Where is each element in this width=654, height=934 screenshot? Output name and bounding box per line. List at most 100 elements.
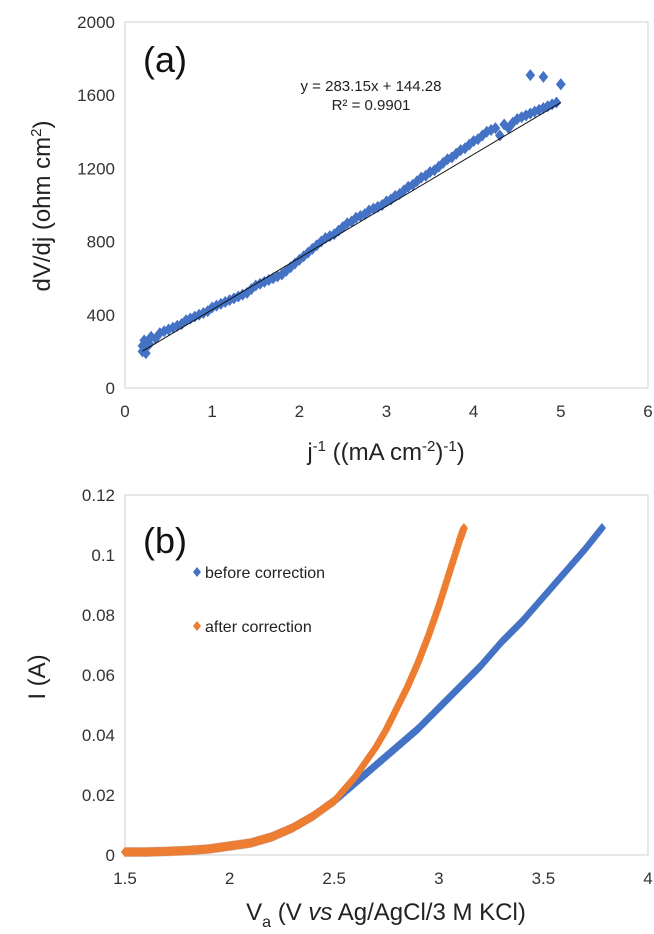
y-tick-labels-a: 0 400 800 1200 1600 2000	[77, 13, 115, 398]
data-point	[512, 112, 523, 125]
x-tick-labels-b: 1.5 2 2.5 3 3.5 4	[113, 869, 653, 888]
data-point	[311, 239, 322, 252]
x-tick-label: 4	[643, 869, 652, 888]
y-axis-label-a-sup: 2	[28, 128, 45, 136]
legend-label-after: after correction	[205, 619, 312, 636]
y-tick-label: 0.04	[82, 726, 115, 745]
x-tick-label: 2	[295, 402, 304, 421]
r-squared-text: R² = 0.9901	[332, 97, 411, 114]
data-point	[407, 178, 418, 191]
data-point	[495, 129, 505, 142]
x-axis-label-a: j-1 ((mA cm-2)-1)	[306, 438, 464, 466]
x-tick-label: 1.5	[113, 869, 137, 888]
data-point	[490, 122, 501, 135]
data-point	[372, 200, 383, 213]
x-tick-label: 4	[469, 402, 478, 421]
data-point	[521, 109, 531, 122]
data-point	[194, 308, 204, 321]
y-tick-label: 0.08	[82, 606, 115, 625]
data-point	[342, 217, 353, 230]
data-point	[551, 96, 562, 109]
y-tick-label: 400	[87, 306, 115, 325]
panel-a: 0 400 800 1200 1600 2000 0 1 2 3 4 5 6 (a) y = 283.…	[28, 13, 653, 466]
legend-b: before correction after correction	[193, 565, 325, 636]
y-tick-label: 0.02	[82, 786, 115, 805]
trendline-a	[142, 102, 562, 352]
data-point	[146, 330, 156, 343]
data-point	[473, 133, 483, 146]
panel-label-a: (a)	[143, 39, 187, 80]
x-tick-label: 2	[225, 869, 234, 888]
legend-label-before: before correction	[205, 565, 325, 582]
x-axis-label-a-sup1: -1	[313, 438, 326, 455]
data-point	[203, 305, 213, 318]
y-axis-label-a-main: dV/dj (ohm cm	[29, 137, 56, 292]
data-point	[434, 160, 444, 173]
x-tick-label: 5	[556, 402, 565, 421]
data-point	[556, 78, 566, 91]
data-point	[377, 199, 387, 211]
equation-text: y = 283.15x + 144.28	[301, 78, 442, 95]
data-point	[237, 288, 248, 301]
x-axis-label-a-mid: ((mA cm	[326, 439, 422, 466]
x-axis-label-a-sup3: -1	[443, 438, 456, 455]
x-tick-label: 2.5	[322, 869, 346, 888]
data-point	[277, 268, 287, 281]
data-point	[368, 202, 379, 215]
x-tick-label: 1	[207, 402, 216, 421]
data-point	[403, 180, 414, 193]
plot-area-b	[124, 494, 649, 856]
x-tick-label: 6	[643, 402, 652, 421]
data-point	[442, 153, 453, 166]
data-point	[468, 134, 479, 147]
data-point	[168, 321, 178, 334]
y-tick-label: 1200	[77, 159, 115, 178]
y-axis-label-a: dV/dj (ohm cm2)	[28, 120, 56, 291]
data-point	[233, 290, 244, 303]
data-point	[229, 292, 239, 305]
x-axis-label-b-main: V	[246, 899, 262, 926]
data-point	[141, 347, 151, 360]
data-point	[172, 319, 183, 332]
y-tick-labels-b: 0 0.02 0.04 0.06 0.08 0.1 0.12	[82, 486, 115, 865]
y-tick-label: 0.12	[82, 486, 115, 505]
data-point	[272, 270, 283, 283]
data-point	[163, 323, 174, 336]
y-tick-label: 1600	[77, 86, 115, 105]
x-tick-labels-a: 0 1 2 3 4 5 6	[120, 402, 652, 421]
x-axis-label-a-sup2: -2	[422, 438, 435, 455]
x-axis-label-b-italic: vs	[308, 899, 332, 926]
data-points-a	[137, 69, 566, 360]
y-tick-label: 800	[87, 233, 115, 252]
y-tick-label: 0	[106, 846, 115, 865]
y-tick-label: 0.06	[82, 666, 115, 685]
y-tick-label: 2000	[77, 13, 115, 32]
data-point	[338, 220, 348, 233]
x-axis-label-b-pre: (V	[271, 899, 308, 926]
x-axis-label-a-main: j	[306, 439, 312, 466]
x-axis-label-a-tail: )	[457, 439, 465, 466]
x-axis-label-b: Va (V vs Ag/AgCl/3 M KCl)	[246, 899, 526, 931]
y-tick-label: 0.1	[91, 546, 115, 565]
x-tick-label: 0	[120, 402, 129, 421]
x-tick-label: 3	[434, 869, 443, 888]
y-tick-label: 0	[106, 379, 115, 398]
data-point	[525, 69, 536, 82]
panel-b: 0 0.02 0.04 0.06 0.08 0.1 0.12 1.5 2 2.5 3 3.5 4 (b…	[24, 486, 653, 931]
x-tick-label: 3.5	[532, 869, 556, 888]
data-point	[597, 523, 606, 533]
data-points-b	[121, 523, 606, 857]
legend-marker-after	[193, 621, 201, 631]
data-point	[459, 523, 468, 533]
plot-area-a	[124, 21, 649, 389]
y-axis-label-a-end: )	[29, 120, 56, 128]
x-tick-label: 3	[382, 402, 391, 421]
x-axis-label-a-end: )	[435, 439, 443, 466]
data-point	[333, 224, 344, 237]
data-point	[438, 156, 448, 169]
y-axis-label-b: I (A)	[24, 654, 51, 699]
data-point	[144, 338, 155, 351]
data-point	[198, 306, 209, 319]
legend-marker-before	[193, 567, 201, 577]
